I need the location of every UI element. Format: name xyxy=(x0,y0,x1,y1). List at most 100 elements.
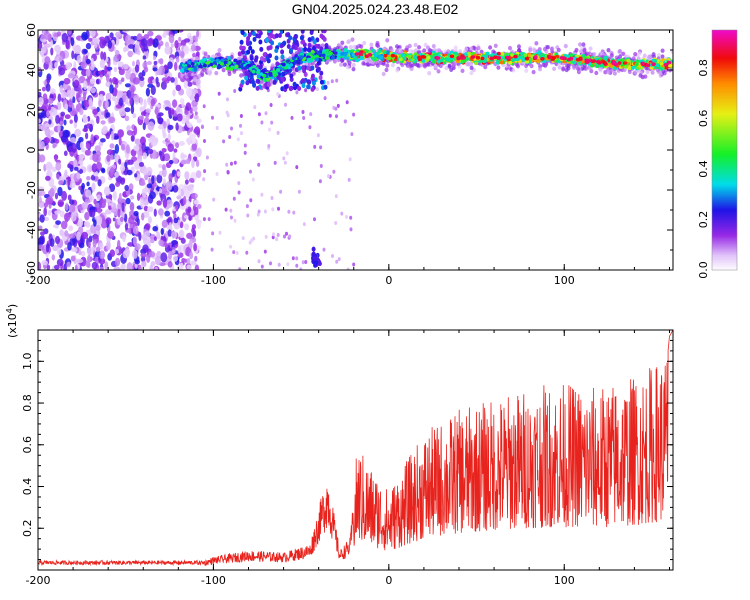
heatmap-cell xyxy=(90,87,96,94)
heatmap-cell xyxy=(134,173,138,178)
heatmap-cell xyxy=(244,71,249,76)
heatmap-cell xyxy=(280,54,285,60)
heatmap-cell xyxy=(180,39,187,46)
heatmap-cell xyxy=(156,231,161,240)
heatmap-cell xyxy=(57,93,62,103)
heatmap-cell xyxy=(180,50,185,59)
heatmap-cell xyxy=(202,217,206,222)
heatmap-cell xyxy=(103,186,111,196)
heatmap-cell xyxy=(138,162,145,167)
heatmap-cell xyxy=(594,70,599,76)
heatmap-cell xyxy=(203,169,207,174)
heatmap-cell xyxy=(172,185,179,193)
heatmap-cell xyxy=(122,234,126,243)
heatmap-cell xyxy=(38,97,44,106)
heatmap-cell xyxy=(91,182,96,192)
heatmap-cell xyxy=(428,48,432,53)
heatmap-cell xyxy=(97,70,105,75)
heatmap-cell xyxy=(59,229,64,237)
heatmap-cell xyxy=(187,81,193,87)
heatmap-cell xyxy=(186,158,191,165)
heatmap-cell xyxy=(98,114,105,120)
heatmap-cell xyxy=(107,60,111,67)
heatmap-cell xyxy=(86,247,94,256)
heatmap-cell xyxy=(233,89,237,93)
heatmap-cell xyxy=(148,177,152,185)
heatmap-cell xyxy=(284,84,289,90)
heatmap-cell xyxy=(230,126,233,131)
heatmap-cell xyxy=(545,45,550,50)
heatmap-cell xyxy=(108,205,112,210)
heatmap-cell xyxy=(177,245,181,254)
heatmap-cell xyxy=(118,158,122,165)
heatmap-cell xyxy=(246,41,250,47)
heatmap-cell xyxy=(269,103,273,107)
heatmap-cell xyxy=(243,143,247,148)
heatmap-cell xyxy=(352,112,356,117)
heatmap-cell xyxy=(257,112,261,117)
heatmap-cell xyxy=(226,170,230,174)
heatmap-cell xyxy=(96,194,102,200)
heatmap-cell xyxy=(146,183,153,189)
heatmap-cell xyxy=(248,240,252,245)
heatmap-cell xyxy=(79,141,84,149)
heatmap-cell xyxy=(68,180,76,189)
heatmap-cell xyxy=(337,257,341,262)
heatmap-cell xyxy=(267,30,272,34)
heatmap-cell xyxy=(234,64,239,69)
heatmap-cell xyxy=(423,42,428,48)
heatmap-cell xyxy=(142,244,149,253)
heatmap-cell xyxy=(275,237,279,242)
heatmap-cell xyxy=(86,181,90,187)
heatmap-cell xyxy=(322,30,327,34)
heatmap-cell xyxy=(89,30,96,38)
heatmap-cell xyxy=(618,49,622,54)
heatmap-cell xyxy=(144,231,151,237)
heatmap-cell xyxy=(57,124,61,133)
heatmap-cell xyxy=(563,43,568,49)
heatmap-cell xyxy=(70,37,75,47)
heatmap-cell xyxy=(272,232,275,237)
heatmap-cell xyxy=(248,66,253,71)
heatmap-cell xyxy=(383,53,388,58)
heatmap-cell xyxy=(195,78,201,86)
heatmap-cell xyxy=(369,42,374,47)
heatmap-cell xyxy=(319,46,324,52)
heatmap-cell xyxy=(129,202,135,212)
heatmap-cell xyxy=(98,141,104,147)
heatmap-cell xyxy=(168,34,175,44)
heatmap-cell xyxy=(251,69,256,74)
heatmap-cell xyxy=(202,177,206,182)
heatmap-cell xyxy=(286,32,291,38)
heatmap-cell xyxy=(451,62,456,67)
heatmap-cell xyxy=(162,132,167,139)
heatmap-cell xyxy=(57,247,62,256)
heatmap-cell xyxy=(237,190,241,195)
heatmap-cell xyxy=(140,115,144,121)
heatmap-cell xyxy=(43,202,49,208)
heatmap-cell xyxy=(111,95,116,101)
heatmap-cell xyxy=(345,100,349,105)
heatmap-cell xyxy=(140,252,147,258)
heatmap-cell xyxy=(82,128,89,132)
heatmap-cell xyxy=(177,72,182,79)
heatmap-cell xyxy=(180,204,186,210)
heatmap-cell xyxy=(171,249,176,254)
heatmap-cell xyxy=(134,44,140,55)
heatmap-cell xyxy=(48,119,52,125)
heatmap-cell xyxy=(164,242,169,248)
heatmap-cell xyxy=(347,177,351,182)
heatmap-cell xyxy=(280,77,285,82)
heatmap-cell xyxy=(164,45,172,55)
heatmap-cell xyxy=(304,260,308,264)
heatmap-cell xyxy=(162,198,168,208)
heatmap-cell xyxy=(194,126,201,136)
heatmap-cell xyxy=(549,46,554,52)
heatmap-cell xyxy=(370,48,375,53)
heatmap-cell xyxy=(104,198,112,204)
heatmap-cell xyxy=(160,228,164,235)
heatmap-cell xyxy=(214,70,219,76)
heatmap-cell xyxy=(272,79,277,85)
heatmap-cell xyxy=(150,238,155,244)
heatmap-cell xyxy=(168,250,173,260)
